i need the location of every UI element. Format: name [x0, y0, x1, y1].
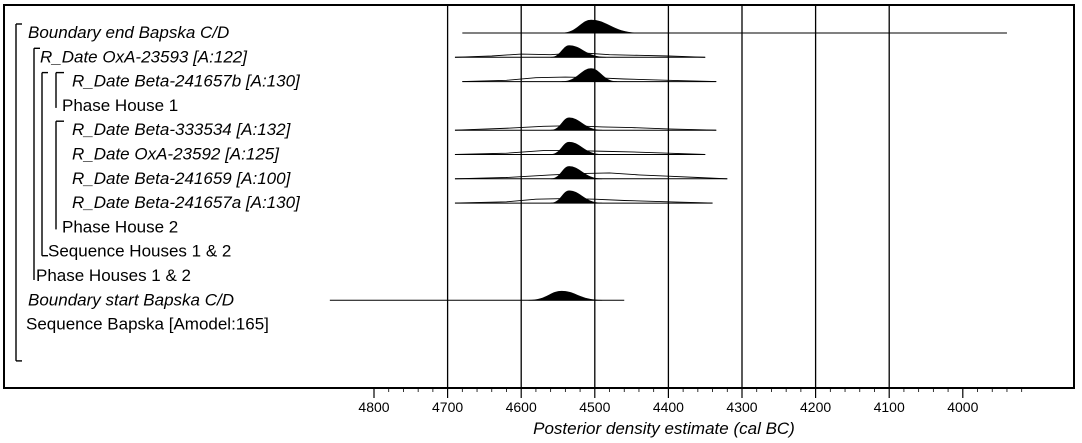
tick-label-4800: 4800	[358, 399, 389, 415]
tick-label-4700: 4700	[432, 399, 463, 415]
posterior-density	[550, 166, 603, 180]
posterior-density	[561, 19, 639, 34]
tick-label-4500: 4500	[579, 399, 610, 415]
grid-lines	[446, 6, 890, 387]
row-label: R_Date OxA-23593 [A:122]	[40, 47, 248, 66]
row-label: Phase Houses 1 & 2	[36, 266, 191, 285]
prior-curve	[454, 125, 717, 131]
plot-frame	[3, 4, 1075, 389]
row-label: Boundary start Bapska C/D	[28, 290, 234, 309]
prior-curve	[454, 172, 728, 180]
row-layer: Boundary end Bapska C/D R_Date OxA-23593 …	[26, 19, 1007, 334]
posterior-density	[561, 68, 617, 82]
row-label: R_Date OxA-23592 [A:125]	[72, 145, 280, 164]
tick-label-4400: 4400	[653, 399, 684, 415]
x-axis-label: Posterior density estimate (cal BC)	[533, 419, 795, 438]
x-axis: 4800 4700 4600 4500 4400 4300 4200 4100 4000	[358, 388, 1023, 415]
row-label: Phase House 1	[62, 96, 178, 115]
row-label: R_Date Beta-241659 [A:100]	[72, 169, 292, 188]
tick-label-4600: 4600	[506, 399, 537, 415]
posterior-density	[550, 190, 603, 204]
posterior-density	[550, 45, 606, 58]
posterior-density	[550, 141, 603, 155]
posterior-density	[528, 290, 603, 301]
row-label: R_Date Beta-241657b [A:130]	[72, 72, 301, 91]
tick-label-4200: 4200	[800, 399, 831, 415]
posterior-density	[550, 117, 603, 131]
tick-label-4100: 4100	[874, 399, 905, 415]
row-label: R_Date Beta-241657a [A:130]	[72, 193, 301, 212]
tick-label-4300: 4300	[726, 399, 757, 415]
tick-label-4000: 4000	[947, 399, 978, 415]
row-label: Phase House 2	[62, 217, 178, 236]
row-label: Boundary end Bapska C/D	[28, 23, 229, 42]
row-label: Sequence Bapska [Amodel:165]	[26, 315, 269, 334]
bracket-lines	[15, 23, 64, 362]
row-label: R_Date Beta-333534 [A:132]	[72, 120, 292, 139]
row-label: Sequence Houses 1 & 2	[48, 242, 231, 261]
